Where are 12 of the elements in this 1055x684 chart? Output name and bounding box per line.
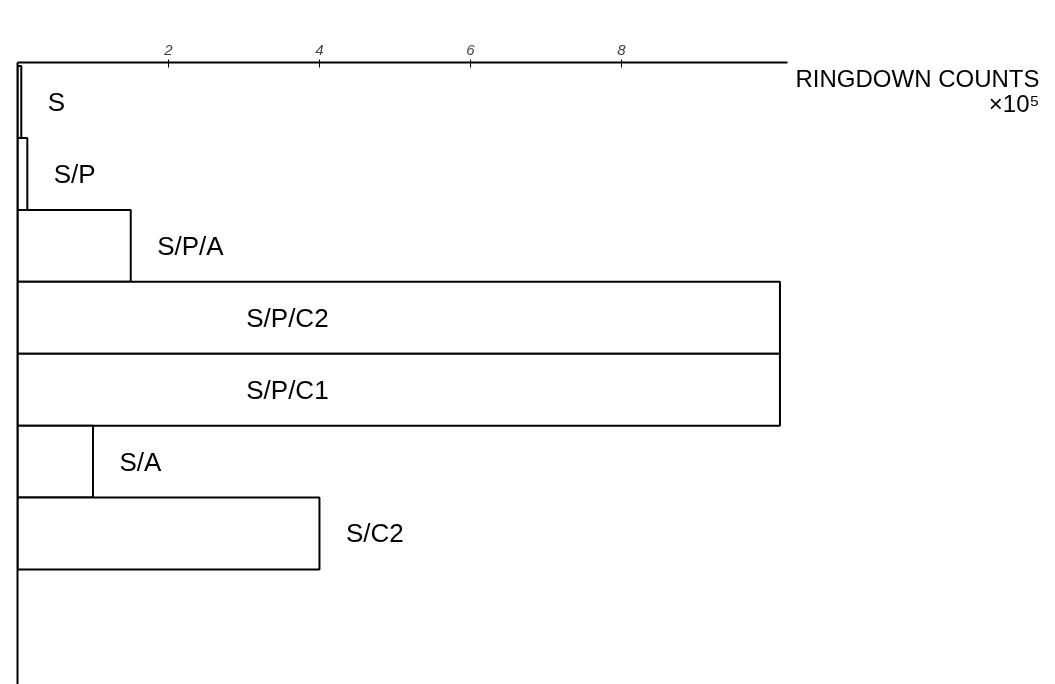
x-tick-label: 2: [163, 40, 174, 58]
y-tick-label: S: [47, 87, 66, 118]
y-tick-label: S/P/C2: [246, 302, 329, 333]
x-tick-label: 8: [617, 40, 627, 58]
y-tick-label: S/P/C1: [246, 374, 329, 405]
x-tick-label: 6: [466, 40, 476, 58]
y-tick-label: S/C2: [345, 518, 404, 549]
x-axis-title: RINGDOWN COUNTS ×10⁵: [795, 64, 1040, 118]
y-tick-label: S/P/A: [157, 230, 225, 261]
x-tick-label: 4: [315, 40, 324, 58]
y-tick-label: S/A: [119, 446, 162, 477]
y-tick-label: S/P: [53, 158, 96, 189]
